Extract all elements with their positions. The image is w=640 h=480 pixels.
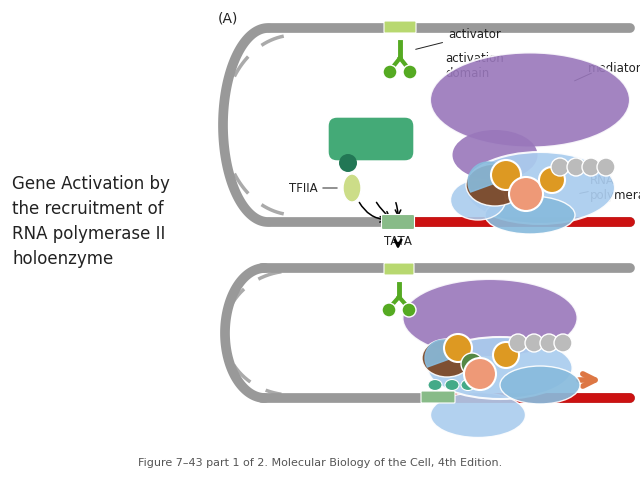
Text: activator: activator	[416, 28, 501, 49]
Circle shape	[383, 65, 397, 79]
Ellipse shape	[485, 196, 575, 234]
Circle shape	[339, 154, 357, 172]
Circle shape	[464, 358, 496, 390]
Circle shape	[493, 342, 519, 368]
Circle shape	[402, 303, 416, 317]
Ellipse shape	[428, 337, 573, 399]
Circle shape	[461, 353, 483, 375]
Circle shape	[551, 158, 569, 176]
Ellipse shape	[428, 380, 442, 391]
Circle shape	[525, 334, 543, 352]
Text: (A): (A)	[218, 12, 238, 26]
Ellipse shape	[466, 164, 524, 206]
Circle shape	[582, 158, 600, 176]
Text: Figure 7–43 part 1 of 2. Molecular Biology of the Cell, 4th Edition.: Figure 7–43 part 1 of 2. Molecular Biolo…	[138, 458, 502, 468]
Ellipse shape	[451, 180, 506, 220]
Ellipse shape	[465, 152, 615, 224]
Circle shape	[509, 177, 543, 211]
Circle shape	[597, 158, 615, 176]
Text: RNA
polymerase: RNA polymerase	[590, 174, 640, 202]
Circle shape	[444, 334, 472, 362]
FancyBboxPatch shape	[384, 21, 416, 33]
Ellipse shape	[461, 380, 475, 391]
Polygon shape	[468, 162, 508, 192]
Ellipse shape	[430, 52, 630, 147]
Circle shape	[509, 334, 527, 352]
Circle shape	[567, 158, 585, 176]
Text: mediator: mediator	[588, 62, 640, 75]
Text: activation
domain: activation domain	[445, 52, 504, 80]
Circle shape	[540, 334, 558, 352]
Polygon shape	[425, 340, 461, 367]
Circle shape	[403, 65, 417, 79]
Ellipse shape	[431, 393, 525, 437]
Text: TFIID: TFIID	[345, 120, 375, 133]
Circle shape	[382, 303, 396, 317]
Text: TATA: TATA	[384, 235, 412, 248]
FancyBboxPatch shape	[328, 117, 414, 161]
Text: Gene Activation by
the recruitment of
RNA polymerase II
holoenzyme: Gene Activation by the recruitment of RN…	[12, 175, 170, 268]
Ellipse shape	[452, 130, 538, 180]
Ellipse shape	[500, 366, 580, 404]
FancyBboxPatch shape	[421, 391, 455, 403]
Circle shape	[539, 167, 565, 193]
Ellipse shape	[445, 380, 459, 391]
Text: TFIIA: TFIIA	[289, 181, 318, 194]
FancyBboxPatch shape	[381, 215, 415, 229]
Circle shape	[554, 334, 572, 352]
Ellipse shape	[403, 279, 577, 357]
Circle shape	[491, 160, 521, 190]
Ellipse shape	[343, 174, 361, 202]
Ellipse shape	[422, 339, 472, 377]
FancyBboxPatch shape	[384, 263, 414, 275]
